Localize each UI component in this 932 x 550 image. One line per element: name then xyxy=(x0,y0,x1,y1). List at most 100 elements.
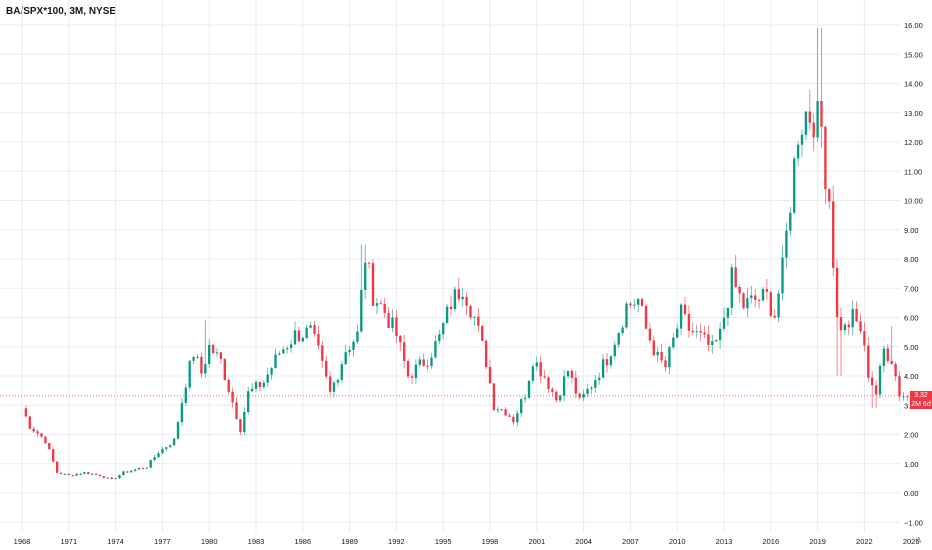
x-tick-label: 1992 xyxy=(388,537,405,546)
candle-body xyxy=(859,321,862,332)
grid-layer xyxy=(0,0,900,532)
candle-body xyxy=(648,328,652,341)
candle-body xyxy=(130,470,133,473)
x-tick-label: 2025 xyxy=(903,537,920,546)
candle-body xyxy=(640,299,644,306)
x-tick-label: 2010 xyxy=(669,537,686,546)
candle-body xyxy=(321,345,324,361)
candle-body xyxy=(902,395,905,397)
candle-body xyxy=(543,376,546,378)
candle-body xyxy=(153,457,156,460)
candle-body xyxy=(161,448,164,454)
y-tick-label: 13.00 xyxy=(904,109,923,118)
candle-body xyxy=(874,385,878,395)
candle-body xyxy=(118,475,121,479)
candle-body xyxy=(754,295,757,300)
candle-body xyxy=(434,341,437,358)
candle-body xyxy=(679,304,683,329)
candle-body xyxy=(461,296,464,300)
candle-body xyxy=(176,422,180,439)
candle-body xyxy=(882,348,886,366)
candle-body xyxy=(539,362,542,377)
candle-body xyxy=(617,333,620,345)
candle-body xyxy=(687,313,691,331)
candle-body xyxy=(672,337,675,348)
candle-body xyxy=(79,473,82,475)
chart-title: BA/SPX*100, 3M, NYSE xyxy=(6,6,117,17)
y-tick-label: 11.00 xyxy=(904,167,922,176)
auto-scale-button[interactable]: A xyxy=(916,536,922,545)
candle-body xyxy=(67,473,70,476)
candle-body xyxy=(254,381,258,389)
candle-body xyxy=(629,303,632,306)
candle-body xyxy=(75,473,78,476)
candle-body xyxy=(855,308,858,322)
candle-body xyxy=(820,101,823,127)
candle-body xyxy=(789,212,792,231)
candle-body xyxy=(282,349,285,354)
candle-body xyxy=(484,340,488,367)
candle-body xyxy=(309,325,312,328)
y-tick-label: 14.00 xyxy=(904,80,923,89)
candle-body xyxy=(812,122,815,138)
candle-body xyxy=(867,345,870,378)
candle-body xyxy=(266,374,269,383)
candle-body xyxy=(695,331,698,333)
candle-body xyxy=(578,393,581,398)
candle-body xyxy=(387,312,390,329)
candle-body xyxy=(270,368,273,375)
candle-body xyxy=(293,330,297,345)
candle-body xyxy=(773,315,776,318)
candle-body xyxy=(367,262,371,264)
candle-body xyxy=(535,362,538,367)
candle-body xyxy=(106,477,109,479)
x-tick-label: 1980 xyxy=(201,537,218,546)
x-tick-label: 2022 xyxy=(856,537,873,546)
candle-body xyxy=(590,387,593,389)
candle-body xyxy=(457,289,460,300)
candle-body xyxy=(512,416,515,423)
candle-body xyxy=(141,468,145,470)
candle-body xyxy=(496,409,499,411)
candle-body xyxy=(325,360,328,377)
candle-body xyxy=(523,397,527,400)
candle-body xyxy=(683,304,687,314)
candle-body xyxy=(44,436,47,444)
candle-body xyxy=(91,473,94,475)
candle-body xyxy=(305,327,308,338)
candle-body xyxy=(278,353,281,355)
candle-body xyxy=(668,347,671,368)
x-tick-label: 1974 xyxy=(107,537,124,546)
candle-body xyxy=(722,317,726,329)
candle-body xyxy=(410,376,414,378)
candle-body xyxy=(36,431,39,434)
y-tick-label: 9.00 xyxy=(904,226,919,235)
candle-body xyxy=(48,443,51,450)
candle-body xyxy=(703,332,706,335)
candle-body xyxy=(169,445,172,448)
candle-body xyxy=(750,295,753,299)
candle-body xyxy=(906,395,909,397)
candle-body xyxy=(562,376,566,396)
candle-body xyxy=(730,267,733,308)
candle-body xyxy=(566,370,570,377)
candle-body xyxy=(40,433,43,437)
candle-body xyxy=(477,316,480,326)
x-tick-label: 2019 xyxy=(809,537,826,546)
axis-layer: −1.000.001.002.003.004.005.006.007.008.0… xyxy=(14,21,923,546)
candle-body xyxy=(83,472,86,474)
candle-body xyxy=(601,359,605,378)
candle-body xyxy=(422,359,425,366)
candle-body xyxy=(863,331,866,346)
candle-body xyxy=(832,201,835,268)
candle-body xyxy=(414,364,418,378)
candle-body xyxy=(235,402,238,420)
candle-body xyxy=(481,325,484,341)
candle-body xyxy=(250,388,254,392)
candle-body xyxy=(555,391,558,401)
candle-body xyxy=(180,402,184,423)
candle-body xyxy=(227,379,230,392)
candle-body xyxy=(488,366,492,384)
candle-body xyxy=(391,317,394,329)
